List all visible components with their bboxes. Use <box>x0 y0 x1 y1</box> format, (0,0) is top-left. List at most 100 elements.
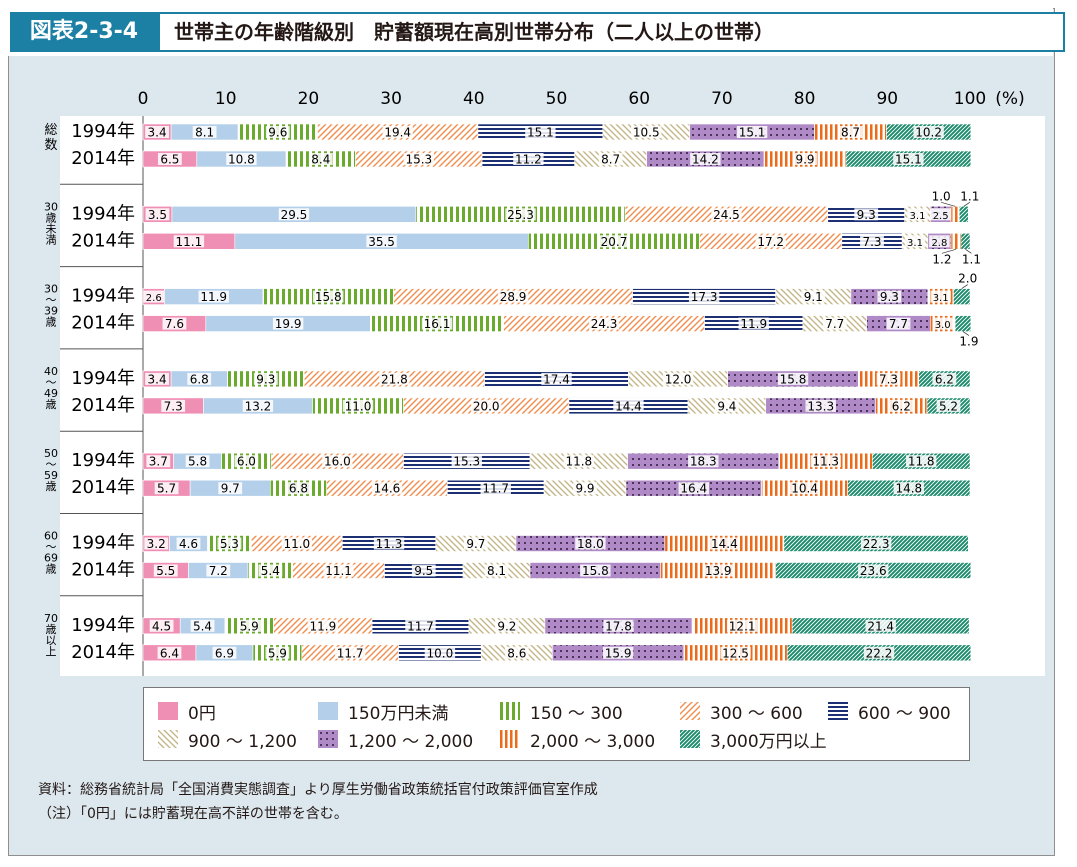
value-label: 19.4 <box>384 126 411 140</box>
value-label: 7.6 <box>165 317 184 331</box>
value-label: 5.4 <box>261 564 280 578</box>
value-label: 7.7 <box>889 317 908 331</box>
value-label: 6.8 <box>289 482 308 496</box>
value-label: 9.5 <box>414 564 433 578</box>
value-label: 11.1 <box>325 564 352 578</box>
value-label: 9.3 <box>857 208 876 222</box>
value-label: 5.9 <box>240 619 259 633</box>
group-label: 上 <box>46 645 57 658</box>
legend-item-0yen: 0円 <box>158 700 216 722</box>
value-label: 20.7 <box>601 235 628 249</box>
legend-swatch <box>680 702 700 720</box>
value-label: 2.0 <box>958 272 977 286</box>
value-label: 11.0 <box>345 399 372 413</box>
legend-item-under150: 150万円未満 <box>318 700 448 722</box>
value-label: 3.2 <box>147 537 166 551</box>
footnote: （注）「0円」には貯蓄現在高不詳の世帯を含む。 <box>38 802 598 826</box>
value-label: 7.7 <box>825 317 844 331</box>
year-label: 2014年 <box>71 313 135 334</box>
value-label: 20.0 <box>473 399 500 413</box>
x-unit-label: (%) <box>995 89 1024 109</box>
value-label: 17.4 <box>543 372 570 386</box>
legend-label: 1,200 ～ 2,000 <box>348 727 473 752</box>
bar-segment <box>953 289 970 305</box>
value-label: 15.1 <box>739 126 766 140</box>
plot-area <box>60 116 1045 676</box>
value-label: 13.2 <box>245 399 272 413</box>
value-label: 12.0 <box>665 372 692 386</box>
value-label: 35.5 <box>368 235 395 249</box>
value-label: 10.0 <box>427 646 454 660</box>
bar-segment <box>955 316 971 332</box>
value-label: 11.0 <box>283 537 310 551</box>
value-label: 15.8 <box>780 372 807 386</box>
bar-segment <box>951 233 961 249</box>
value-label: 3.4 <box>148 372 167 386</box>
year-label: 2014年 <box>71 560 135 581</box>
year-label: 1994年 <box>71 286 135 307</box>
value-label: 5.9 <box>268 646 287 660</box>
value-label: 23.6 <box>860 564 887 578</box>
value-label: 8.1 <box>487 564 506 578</box>
value-label: 11.9 <box>200 290 227 304</box>
legend-label: 900 ～ 1,200 <box>188 727 297 752</box>
value-label: 8.7 <box>601 153 620 167</box>
legend-swatch <box>828 702 848 720</box>
value-label: 7.3 <box>862 235 881 249</box>
value-label: 15.9 <box>605 646 632 660</box>
value-label: 11.9 <box>740 317 767 331</box>
value-label: 5.4 <box>193 619 212 633</box>
x-tick-label: 70 <box>711 89 733 109</box>
legend-label: 300 ～ 600 <box>710 699 803 724</box>
value-label: 1.9 <box>959 335 978 349</box>
value-label: 15.1 <box>895 153 922 167</box>
year-label: 1994年 <box>71 615 135 636</box>
year-label: 1994年 <box>71 203 135 224</box>
x-tick-label: 100 <box>954 89 986 109</box>
year-label: 2014年 <box>71 230 135 251</box>
value-label: 13.3 <box>807 399 834 413</box>
value-label: 3.0 <box>935 320 951 331</box>
group-label: 満 <box>46 233 57 246</box>
value-label: 15.8 <box>582 564 609 578</box>
value-label: 14.6 <box>374 482 401 496</box>
value-label: 9.1 <box>804 290 823 304</box>
legend-label: 2,000 ～ 3,000 <box>530 727 655 752</box>
value-label: 11.7 <box>482 482 509 496</box>
group-label: 歳 <box>46 398 57 411</box>
value-label: 3.7 <box>149 455 168 469</box>
value-label: 14.8 <box>895 482 922 496</box>
year-label: 2014年 <box>71 477 135 498</box>
value-label: 21.4 <box>867 619 894 633</box>
value-label: 5.5 <box>156 564 175 578</box>
value-label: 1.2 <box>932 252 951 266</box>
legend-label: 150万円未満 <box>348 699 448 724</box>
value-label: 3.1 <box>933 293 949 304</box>
legend-item-300-600: 300 ～ 600 <box>680 700 803 722</box>
value-label: 17.2 <box>757 235 784 249</box>
legend-swatch <box>318 702 338 720</box>
value-label: 28.9 <box>500 290 527 304</box>
value-label: 9.4 <box>717 399 736 413</box>
value-label: 11.7 <box>407 619 434 633</box>
x-tick-label: 0 <box>138 89 149 109</box>
value-label: 1.1 <box>962 252 981 266</box>
group-label: 歳 <box>46 563 57 576</box>
value-label: 11.3 <box>376 537 403 551</box>
value-label: 11.8 <box>565 455 592 469</box>
year-label: 2014年 <box>71 395 135 416</box>
legend-swatch <box>680 730 700 748</box>
value-label: 22.2 <box>866 646 893 660</box>
value-label: 12.5 <box>722 646 749 660</box>
value-label: 14.2 <box>692 153 719 167</box>
year-label: 1994年 <box>71 121 135 142</box>
year-label: 1994年 <box>71 450 135 471</box>
figure-notes: 資料：総務省統計局「全国消費実態調査」より厚生労働省政策統括官付政策評価官室作成… <box>38 778 598 826</box>
x-tick-label: 40 <box>463 89 485 109</box>
value-label: 9.9 <box>795 153 814 167</box>
legend-label: 600 ～ 900 <box>858 699 951 724</box>
value-label: 19.9 <box>275 317 302 331</box>
group-label: 歳 <box>46 316 57 329</box>
value-label: 16.0 <box>324 455 351 469</box>
legend-swatch <box>500 730 520 748</box>
